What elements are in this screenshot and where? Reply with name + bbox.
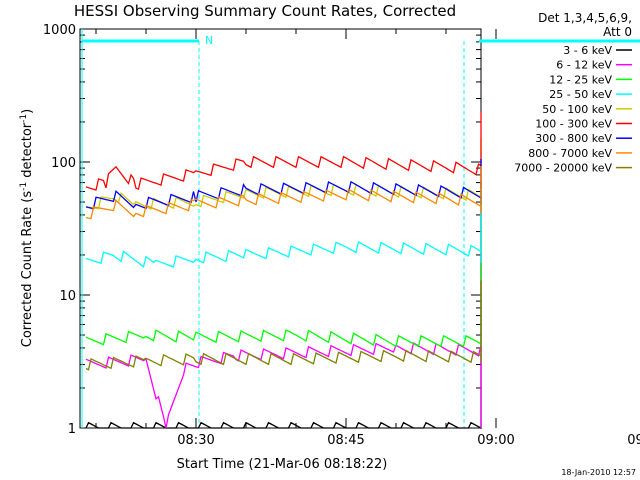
series-line-0 bbox=[85, 182, 482, 430]
y-axis-ticks: 1 10 100 1000 bbox=[43, 23, 481, 437]
y-axis-label: Corrected Count Rate (s-1 detector-1) bbox=[19, 109, 35, 347]
series-line-3 bbox=[85, 186, 482, 268]
y-axis-label-exponent: -1 bbox=[19, 114, 29, 123]
legend-label: 7000 - 20000 keV bbox=[514, 162, 612, 175]
series-line-1 bbox=[85, 198, 482, 429]
legend-label: 12 - 25 keV bbox=[549, 73, 612, 86]
y-axis-label-part: Corrected Count Rate (s bbox=[20, 191, 35, 348]
timestamp: 18-Jan-2010 12:57 bbox=[561, 468, 636, 477]
legend-header-line-1: Det 1,3,4,5,6,9, bbox=[538, 11, 632, 25]
y-axis-label-part: detector bbox=[20, 122, 35, 182]
y-tick-label: 1000 bbox=[43, 23, 76, 38]
legend-label: 25 - 50 keV bbox=[549, 88, 612, 101]
legend-label: 3 - 6 keV bbox=[563, 44, 612, 57]
y-tick-label: 100 bbox=[51, 156, 76, 171]
y-tick-label: 10 bbox=[59, 289, 76, 304]
chart-title: HESSI Observing Summary Count Rates, Cor… bbox=[74, 2, 456, 20]
legend-label: 300 - 800 keV bbox=[535, 132, 612, 145]
legend-header-line-2: Att 0 bbox=[603, 25, 632, 39]
series-line-5 bbox=[85, 111, 482, 191]
series-line-4 bbox=[85, 138, 482, 211]
series-line-7 bbox=[85, 166, 482, 220]
series-lines bbox=[85, 111, 482, 430]
series-line-2 bbox=[85, 191, 482, 348]
x-tick-label: 09:00 bbox=[477, 433, 514, 448]
legend-label: 100 - 300 keV bbox=[535, 118, 612, 131]
y-axis-label-part: ) bbox=[20, 109, 35, 114]
x-axis-label: Start Time (21-Mar-06 08:18:22) bbox=[177, 457, 388, 472]
x-tick-label: 09:15 bbox=[627, 433, 640, 448]
x-tick-label: 08:30 bbox=[177, 433, 214, 448]
legend-label: 6 - 12 keV bbox=[556, 59, 612, 72]
x-tick-label: 08:45 bbox=[327, 433, 364, 448]
y-tick-label: 1 bbox=[68, 422, 76, 437]
plot-frame bbox=[79, 28, 482, 429]
series-line-8 bbox=[85, 280, 482, 371]
legend-label: 800 - 7000 keV bbox=[528, 147, 612, 160]
y-axis-label-exponent: -1 bbox=[19, 182, 29, 191]
legend-label: 50 - 100 keV bbox=[542, 103, 612, 116]
night-label: N bbox=[205, 34, 213, 47]
legend: Det 1,3,4,5,6,9, Att 0 3 - 6 keV 6 - 12 k… bbox=[514, 11, 632, 175]
